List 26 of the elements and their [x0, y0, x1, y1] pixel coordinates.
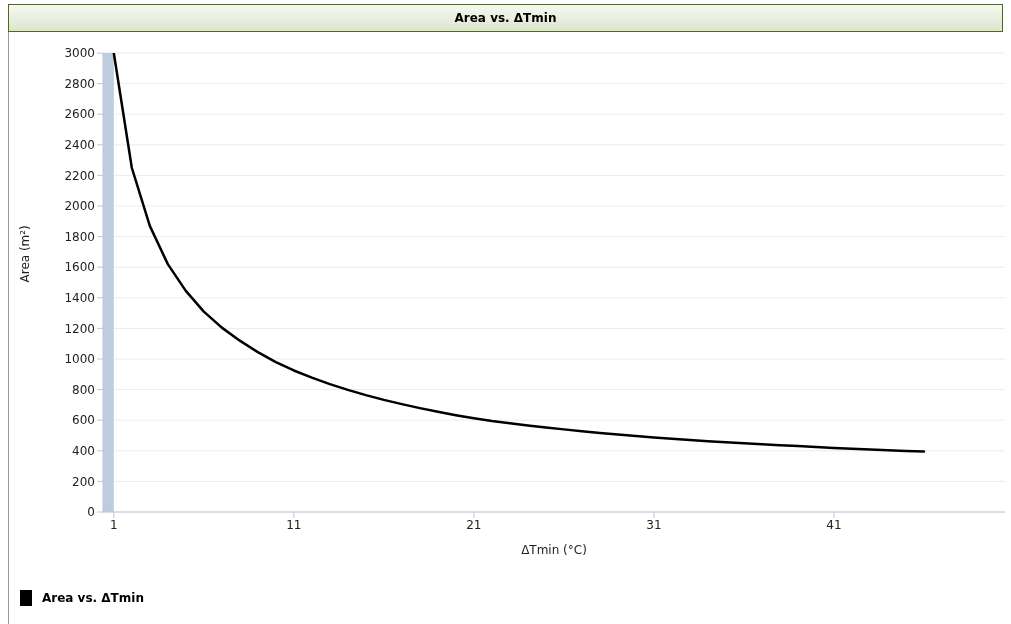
y-axis-title: Area (m²) [18, 225, 33, 283]
x-tick-label: 31 [646, 517, 662, 532]
y-tick-label: 400 [72, 444, 95, 459]
chart-title: Area vs. ΔTmin [8, 4, 1003, 32]
x-tick-label: 41 [826, 517, 842, 532]
y-tick-label: 1600 [64, 260, 95, 275]
y-tick-label: 2600 [64, 107, 95, 122]
y-tick-label: 200 [72, 474, 95, 489]
y-tick-label: 1800 [64, 229, 95, 244]
y-tick-label: 3000 [64, 46, 95, 61]
x-tick-label: 11 [286, 517, 302, 532]
y-tick-label: 2000 [64, 199, 95, 214]
y-tick-label: 600 [72, 413, 95, 428]
x-axis-title: ΔTmin (°C) [521, 543, 587, 557]
y-tick-label: 2200 [64, 168, 95, 183]
x-tick-label: 1 [109, 517, 118, 532]
y-tick-label: 2800 [64, 76, 95, 91]
legend-label: Area vs. ΔTmin [42, 591, 144, 605]
line-series [112, 53, 926, 453]
y-tick-label: 1400 [64, 291, 95, 306]
y-tick-label: 1000 [64, 352, 95, 367]
y-tick-label: 0 [87, 505, 95, 520]
x-tick-label: 21 [466, 517, 482, 532]
y-tick-label: 2400 [64, 138, 95, 153]
y-tick-label: 1200 [64, 321, 95, 336]
y-tick-label: 800 [72, 382, 95, 397]
